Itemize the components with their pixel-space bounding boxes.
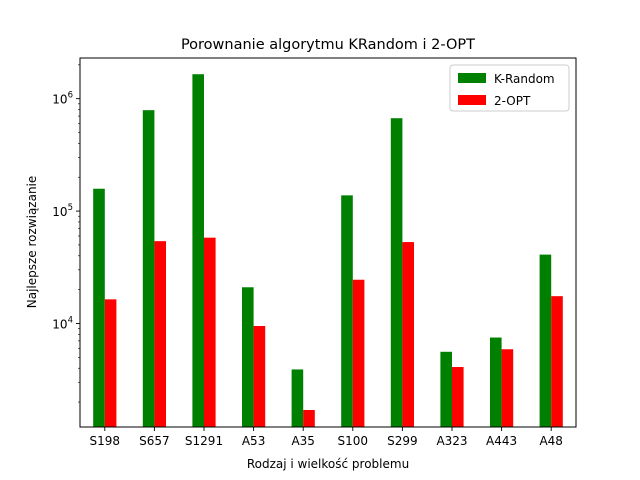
legend-swatch-k-random: [458, 73, 486, 83]
y-tick-label: 104: [52, 315, 73, 331]
y-tick-label: 105: [52, 203, 73, 219]
x-axis-label: Rodzaj i wielkość problemu: [247, 457, 409, 471]
legend-label-k-random: K-Random: [494, 72, 555, 86]
x-tick-label: S657: [139, 434, 170, 448]
x-tick-label: S100: [338, 434, 369, 448]
bar-2-opt-a443: [501, 349, 514, 427]
legend-swatch-2-opt: [458, 95, 486, 105]
axes-frame: [79, 57, 577, 428]
plot-area: S198 S657 S1291 A53 A35 S100 S299 A323 A443 A48 10…: [52, 57, 577, 448]
x-tick-label: S198: [90, 434, 121, 448]
bar-k-random-s198: [93, 188, 105, 427]
bar-k-random-a48: [539, 254, 552, 427]
y-axis-label: Najlepsze rozwiązanie: [25, 176, 39, 309]
x-tick-label: A48: [539, 434, 562, 448]
x-tick-label: A323: [436, 434, 467, 448]
chart-title: Porownanie algorytmu KRandom i 2-OPT: [181, 37, 475, 53]
bar-k-random-a323: [440, 351, 452, 427]
bar-2-opt-s657: [154, 241, 166, 427]
legend-label-2-opt: 2-OPT: [494, 94, 531, 108]
bar-k-random-s657: [142, 110, 155, 427]
x-tick-label: A35: [291, 434, 314, 448]
x-tick-label: S299: [387, 434, 418, 448]
bar-k-random-a35: [291, 369, 304, 427]
x-tick-label: A443: [486, 434, 517, 448]
bar-k-random-a53: [242, 287, 254, 427]
bar-k-random-s299: [390, 118, 403, 427]
y-tick-label: 106: [52, 91, 73, 107]
bar-k-random-a443: [490, 337, 502, 427]
bar-2-opt-a35: [303, 409, 315, 427]
bar-k-random-s100: [341, 195, 353, 427]
bar-2-opt-s1291: [204, 237, 216, 427]
bar-2-opt-s198: [104, 299, 117, 427]
bar-2-opt-a53: [253, 325, 266, 427]
legend: K-Random 2-OPT: [449, 64, 570, 112]
bar-2-opt-a48: [551, 296, 563, 427]
x-tick-label: S1291: [185, 434, 223, 448]
bar-k-random-s1291: [192, 74, 204, 428]
x-tick-label: A53: [242, 434, 265, 448]
bar-2-opt-a323: [452, 367, 464, 427]
bar-2-opt-s299: [402, 242, 414, 427]
bar-2-opt-s100: [352, 279, 365, 427]
